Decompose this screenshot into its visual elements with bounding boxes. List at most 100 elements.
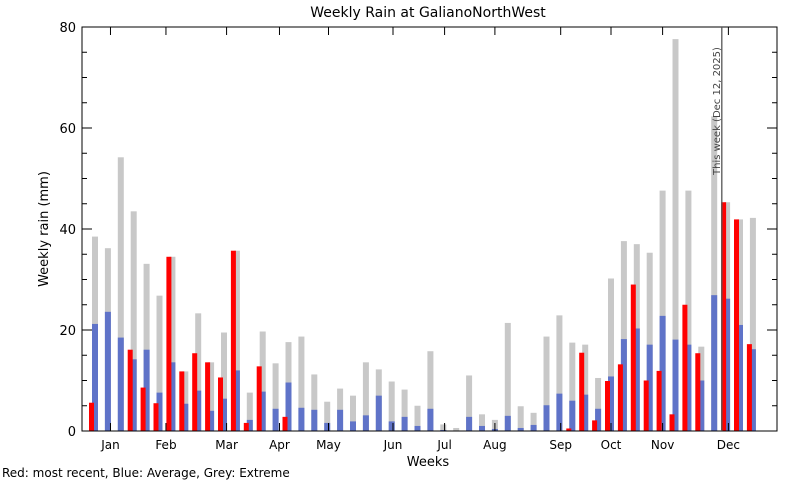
month-label: Nov <box>651 438 674 452</box>
recent-bar <box>179 371 185 431</box>
extreme-bar <box>582 344 589 431</box>
extreme-bar <box>685 190 692 431</box>
recent-bar <box>669 414 675 431</box>
average-bar <box>272 408 279 431</box>
extreme-bar <box>672 39 679 432</box>
extreme-bar <box>337 388 344 431</box>
extreme-bar <box>427 351 434 431</box>
month-label: Sep <box>549 438 572 452</box>
average-bar <box>362 415 369 431</box>
extreme-bar <box>311 374 318 431</box>
average-bar <box>737 324 743 431</box>
average-bar <box>608 376 614 431</box>
extreme-bar <box>414 405 421 431</box>
month-label: May <box>316 438 341 452</box>
average-bar <box>259 391 266 431</box>
extreme-bar <box>569 342 576 431</box>
recent-bar <box>243 422 249 431</box>
recent-bar <box>617 364 623 431</box>
this-week-annotation: This week (Dec 12, 2025) <box>712 47 723 176</box>
y-tick-label: 20 <box>59 324 76 339</box>
average-bar <box>195 390 202 431</box>
x-axis-label: Weeks <box>407 455 450 470</box>
extreme-bar <box>246 392 253 431</box>
average-bar <box>324 422 331 431</box>
extreme-bar <box>504 322 511 431</box>
recent-bar <box>256 366 262 431</box>
extreme-bar <box>595 377 602 431</box>
average-bar <box>221 398 227 431</box>
average-bar <box>646 344 653 431</box>
chart-title: Weekly Rain at GalianoNorthWest <box>310 5 546 21</box>
recent-bar <box>682 304 688 431</box>
extreme-bar <box>272 363 279 431</box>
extreme-bar <box>646 252 653 431</box>
average-bar <box>350 421 356 431</box>
average-bar <box>582 394 589 431</box>
recent-bar <box>630 284 636 431</box>
extreme-bar <box>749 217 756 431</box>
average-bar <box>504 415 511 431</box>
average-bar <box>104 311 111 431</box>
extreme-bar <box>479 414 485 431</box>
extreme-bar <box>195 313 202 431</box>
average-bar <box>130 359 137 431</box>
extreme-bar <box>556 315 563 431</box>
average-bar <box>156 392 163 431</box>
month-label: Jun <box>383 438 403 452</box>
recent-bar <box>127 349 133 431</box>
legend-note: Red: most recent, Blue: Average, Grey: E… <box>2 466 290 480</box>
average-bar <box>556 393 563 431</box>
average-bar <box>685 344 692 431</box>
recent-bar <box>218 377 223 431</box>
recent-bar <box>695 353 701 431</box>
recent-bar <box>153 403 159 431</box>
y-tick-label: 60 <box>59 122 76 137</box>
average-bar <box>569 400 576 431</box>
average-bar <box>698 380 705 431</box>
extreme-bar <box>543 336 550 431</box>
extreme-bar <box>233 250 240 431</box>
extreme-bar <box>517 406 524 431</box>
recent-bar <box>734 219 739 431</box>
month-label: Apr <box>269 438 290 452</box>
extreme-bar <box>169 256 176 431</box>
average-bar <box>711 295 718 431</box>
recent-bar <box>605 381 610 431</box>
average-bar <box>311 409 318 431</box>
average-bar <box>182 403 189 431</box>
average-bar <box>749 349 756 431</box>
average-bar <box>543 405 550 431</box>
average-bar <box>92 323 98 431</box>
recent-bar <box>230 250 236 431</box>
recent-bar <box>579 352 585 431</box>
average-bar <box>298 407 305 431</box>
extreme-bar <box>117 157 124 432</box>
month-label: Jan <box>100 438 120 452</box>
average-bar <box>169 362 176 431</box>
recent-bar <box>89 402 94 431</box>
extreme-bar <box>466 375 473 431</box>
average-bar <box>633 328 640 431</box>
average-bar <box>388 421 395 431</box>
recent-bar <box>721 202 727 431</box>
average-bar <box>117 337 124 431</box>
extreme-bar <box>143 263 150 431</box>
recent-bar <box>643 380 649 431</box>
month-label: Oct <box>601 438 622 452</box>
average-bar <box>672 339 679 431</box>
average-bar <box>375 395 382 431</box>
average-bar <box>620 339 627 431</box>
extreme-bar <box>259 331 266 431</box>
extreme-bar <box>711 116 718 431</box>
average-bar <box>440 429 447 431</box>
month-label: Mar <box>215 438 238 452</box>
extreme-bar <box>401 389 408 431</box>
extreme-bar <box>324 401 331 431</box>
month-label: Feb <box>155 438 176 452</box>
recent-bar <box>166 256 172 431</box>
recent-bar <box>192 353 198 431</box>
recent-bar <box>656 370 662 431</box>
average-bar <box>401 416 408 431</box>
